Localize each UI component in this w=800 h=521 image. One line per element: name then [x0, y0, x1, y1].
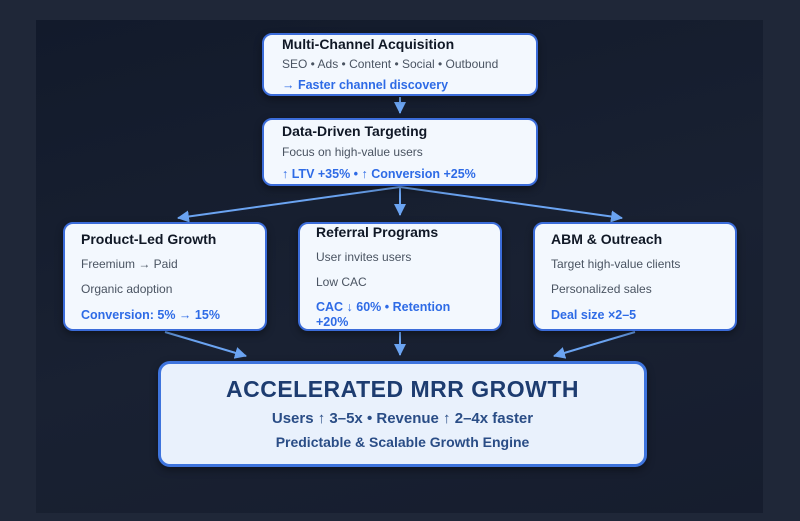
node-highlight: ↑ LTV +35% • ↑ Conversion +25%	[282, 166, 476, 181]
node-title: ABM & Outreach	[551, 230, 663, 247]
node-highlight: CAC ↓ 60% • Retention +20%	[316, 300, 451, 329]
outcome-tagline: Predictable & Scalable Growth Engine	[275, 434, 530, 451]
node-subtitle: Focus on high-value users	[282, 144, 423, 159]
node-product-led-growth: Product-Led Growth Freemium → Paid Organ…	[63, 222, 267, 331]
node-multi-channel-acquisition: Multi-Channel Acquisition SEO • Ads • Co…	[262, 33, 538, 96]
outcome-metrics: Users ↑ 3–5x • Revenue ↑ 2–4x faster	[271, 409, 534, 427]
outcome-title: ACCELERATED MRR GROWTH	[226, 376, 579, 403]
node-highlight: Conversion: 5% → 15%	[81, 307, 220, 322]
node-title: Product-Led Growth	[81, 230, 217, 247]
node-line: Personalized sales	[551, 281, 652, 296]
node-highlight: Deal size ×2–5	[551, 307, 637, 322]
node-title: Multi-Channel Acquisition	[282, 36, 455, 53]
node-line: Organic adoption	[81, 281, 173, 296]
node-abm-outreach: ABM & Outreach Target high-value clients…	[533, 222, 737, 331]
node-line: User invites users	[316, 249, 412, 264]
node-referral-programs: Referral Programs User invites users Low…	[298, 222, 502, 331]
node-subtitle: SEO • Ads • Content • Social • Outbound	[282, 57, 499, 72]
node-line: Low CAC	[316, 274, 367, 289]
node-highlight: → Faster channel discovery	[282, 78, 449, 93]
node-data-driven-targeting: Data-Driven Targeting Focus on high-valu…	[262, 118, 538, 186]
node-accelerated-mrr-growth: ACCELERATED MRR GROWTH Users ↑ 3–5x • Re…	[158, 361, 647, 467]
node-title: Referral Programs	[316, 223, 439, 240]
node-line: Freemium → Paid	[81, 257, 178, 272]
node-line: Target high-value clients	[551, 257, 681, 272]
node-title: Data-Driven Targeting	[282, 122, 428, 139]
